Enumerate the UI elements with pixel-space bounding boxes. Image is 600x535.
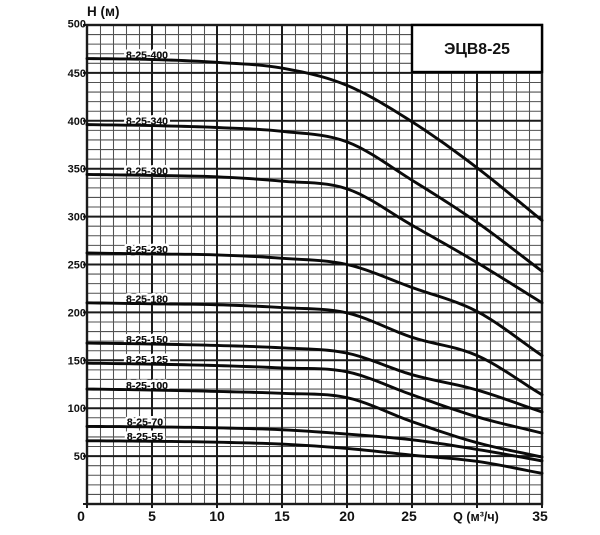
svg-text:500: 500 (68, 19, 86, 31)
svg-text:35: 35 (532, 508, 548, 524)
svg-text:150: 150 (68, 355, 86, 367)
svg-text:200: 200 (68, 307, 86, 319)
svg-text:300: 300 (68, 212, 86, 224)
svg-text:400: 400 (68, 116, 86, 128)
svg-text:350: 350 (68, 164, 86, 176)
svg-text:100: 100 (68, 403, 86, 415)
svg-text:0: 0 (77, 508, 85, 524)
svg-text:H (м): H (м) (87, 4, 119, 19)
svg-text:20: 20 (339, 508, 355, 524)
svg-text:450: 450 (68, 68, 86, 80)
svg-text:10: 10 (209, 508, 225, 524)
svg-text:50: 50 (74, 451, 86, 463)
svg-text:5: 5 (148, 508, 156, 524)
svg-text:Q (м³/ч): Q (м³/ч) (453, 510, 499, 524)
svg-text:250: 250 (68, 260, 86, 272)
svg-text:25: 25 (401, 508, 417, 524)
svg-text:ЭЦВ8-25: ЭЦВ8-25 (444, 41, 510, 58)
svg-text:15: 15 (274, 508, 290, 524)
